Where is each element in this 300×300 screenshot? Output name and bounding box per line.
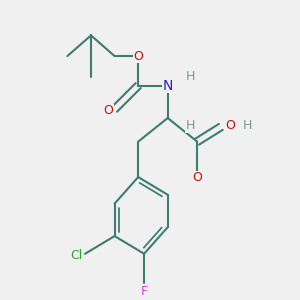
Text: O: O: [225, 119, 235, 132]
Text: H: H: [185, 70, 195, 83]
Text: O: O: [192, 171, 202, 184]
Text: N: N: [163, 79, 173, 93]
Text: O: O: [133, 50, 143, 63]
Text: Cl: Cl: [70, 249, 82, 262]
Text: H: H: [185, 119, 195, 132]
Text: H: H: [243, 119, 252, 132]
Text: F: F: [140, 285, 148, 298]
Text: O: O: [103, 104, 113, 117]
